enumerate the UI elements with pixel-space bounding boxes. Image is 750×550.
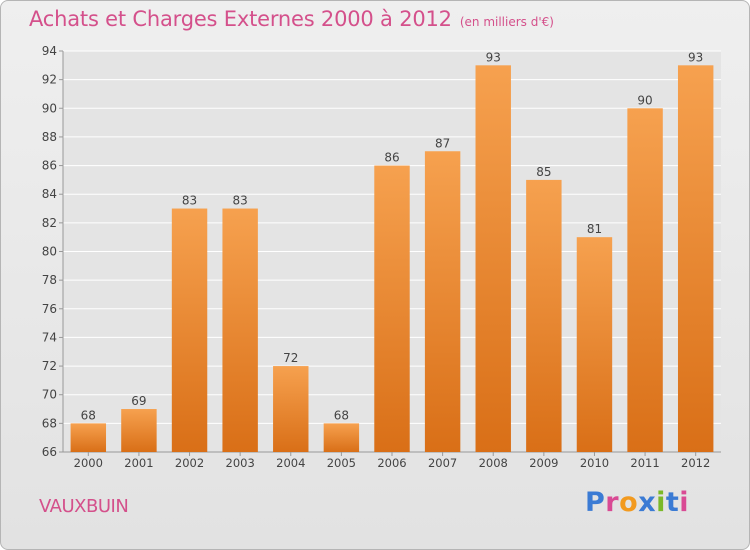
x-tick-label: 2007 <box>428 456 457 470</box>
commune-name: VAUXBUIN <box>39 496 129 517</box>
bar <box>374 165 410 453</box>
x-tick-label: 2011 <box>630 456 659 470</box>
y-tick-label: 78 <box>42 273 57 287</box>
logo-letter: t <box>665 487 680 518</box>
data-label: 72 <box>283 351 298 365</box>
y-tick-label: 80 <box>42 245 57 259</box>
data-label: 87 <box>435 136 450 150</box>
y-tick-label: 66 <box>42 445 57 459</box>
data-label: 93 <box>486 50 501 64</box>
data-label: 85 <box>536 165 551 179</box>
y-tick-label: 68 <box>42 416 57 430</box>
x-tick-label: 2006 <box>377 456 406 470</box>
data-label: 69 <box>131 394 146 408</box>
bar <box>677 65 714 453</box>
x-tick-label: 2002 <box>175 456 204 470</box>
chart-title: Achats et Charges Externes 2000 à 2012 (e… <box>29 7 554 31</box>
x-tick-label: 2009 <box>529 456 558 470</box>
y-tick-label: 92 <box>42 73 57 87</box>
bar <box>273 366 309 452</box>
logo-letter: r <box>605 487 620 518</box>
bar <box>627 108 663 453</box>
logo-letter: o <box>619 487 639 518</box>
data-label: 83 <box>233 194 248 208</box>
x-tick-label: 2000 <box>74 456 103 470</box>
logo-letter: i <box>656 487 666 518</box>
y-tick-label: 90 <box>42 101 57 115</box>
data-label: 83 <box>182 194 197 208</box>
logo-letter: i <box>679 487 690 518</box>
y-tick-label: 88 <box>42 130 57 144</box>
data-label: 93 <box>688 50 703 64</box>
data-label: 68 <box>81 408 96 422</box>
proxiti-logo: Proxiti <box>585 487 689 518</box>
title-unit: (en milliers d'€) <box>459 15 554 29</box>
x-tick-label: 2010 <box>580 456 609 470</box>
y-tick-label: 82 <box>42 216 57 230</box>
x-tick-label: 2012 <box>681 456 710 470</box>
bar <box>222 208 258 452</box>
data-label: 68 <box>334 408 349 422</box>
y-tick-label: 84 <box>42 187 57 201</box>
y-tick-label: 70 <box>42 388 57 402</box>
x-tick-label: 2001 <box>124 456 153 470</box>
title-text: Achats et Charges Externes 2000 à 2012 <box>29 7 452 31</box>
bar <box>526 179 562 452</box>
x-tick-label: 2008 <box>479 456 508 470</box>
y-tick-label: 72 <box>42 359 57 373</box>
x-tick-label: 2003 <box>226 456 255 470</box>
bar <box>475 65 511 453</box>
y-tick-label: 94 <box>42 44 57 58</box>
x-tick-label: 2004 <box>276 456 305 470</box>
y-tick-label: 76 <box>42 302 57 316</box>
bar <box>576 237 613 452</box>
data-label: 81 <box>587 222 602 236</box>
bar <box>323 423 360 452</box>
logo-letter: x <box>638 487 657 518</box>
logo-letter: P <box>585 487 606 518</box>
bar <box>171 208 208 452</box>
x-tick-label: 2005 <box>327 456 356 470</box>
bar <box>424 151 461 452</box>
bar <box>121 409 157 452</box>
bar <box>70 423 107 452</box>
y-tick-label: 74 <box>42 330 57 344</box>
y-tick-label: 86 <box>42 159 57 173</box>
data-label: 86 <box>384 151 399 165</box>
data-label: 90 <box>637 93 652 107</box>
